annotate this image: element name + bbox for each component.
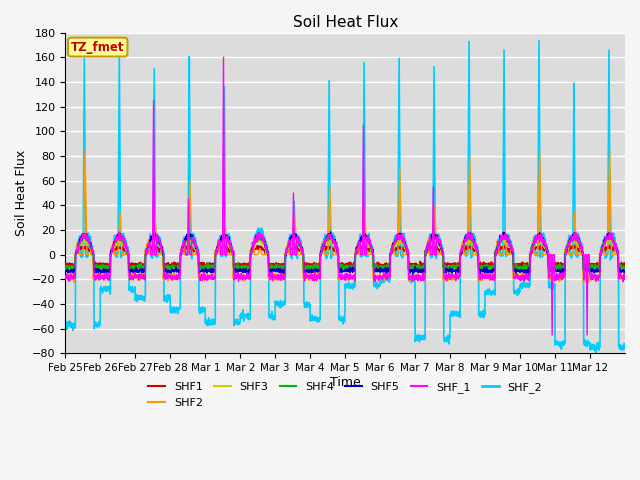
SHF5	[327, 229, 335, 235]
SHF3	[514, 265, 522, 271]
SHF_1	[545, 273, 553, 278]
SHF5	[243, 272, 251, 278]
SHF_1	[621, 272, 628, 278]
SHF_2	[535, 37, 543, 43]
SHF3	[512, 271, 520, 276]
SHF5	[613, 250, 621, 256]
Line: SHF4: SHF4	[65, 234, 625, 271]
SHF2	[81, 147, 89, 153]
Line: SHF2: SHF2	[65, 150, 625, 284]
SHF1	[61, 260, 69, 266]
SHF2	[61, 275, 69, 281]
SHF4	[117, 236, 125, 241]
SHF_1	[514, 272, 522, 278]
Line: SHF_2: SHF_2	[65, 40, 625, 353]
SHF4	[581, 268, 589, 274]
SHF_2	[613, 247, 621, 253]
SHF2	[514, 275, 522, 281]
Text: TZ_fmet: TZ_fmet	[71, 41, 125, 54]
SHF3	[613, 250, 621, 255]
SHF4	[379, 264, 387, 270]
SHF_2	[621, 344, 628, 350]
SHF_1	[613, 247, 621, 253]
SHF2	[118, 241, 125, 247]
SHF4	[238, 264, 246, 270]
Y-axis label: Soil Heat Flux: Soil Heat Flux	[15, 150, 28, 236]
SHF2	[621, 273, 628, 278]
SHF2	[379, 277, 387, 283]
Line: SHF1: SHF1	[65, 245, 625, 268]
SHF4	[545, 264, 553, 270]
SHF_1	[379, 275, 387, 280]
SHF1	[545, 259, 553, 265]
SHF3	[61, 264, 69, 270]
Title: Soil Heat Flux: Soil Heat Flux	[292, 15, 398, 30]
SHF_2	[592, 350, 600, 356]
SHF3	[621, 268, 628, 274]
SHF3	[379, 265, 387, 271]
Line: SHF3: SHF3	[65, 235, 625, 274]
SHF1	[379, 263, 387, 269]
Legend: SHF1, SHF2, SHF3, SHF4, SHF5, SHF_1, SHF_2: SHF1, SHF2, SHF3, SHF4, SHF5, SHF_1, SHF…	[144, 378, 547, 412]
SHF2	[580, 281, 588, 287]
SHF_1	[117, 232, 125, 238]
SHF3	[396, 232, 403, 238]
SHF_1	[220, 54, 227, 60]
SHF1	[117, 246, 125, 252]
SHF4	[61, 264, 69, 269]
SHF_2	[61, 324, 69, 330]
SHF_1	[238, 275, 246, 281]
SHF1	[621, 260, 628, 266]
Line: SHF_1: SHF_1	[65, 57, 625, 335]
SHF3	[117, 238, 125, 243]
SHF_2	[117, 255, 125, 261]
SHF2	[613, 246, 621, 252]
SHF1	[238, 262, 246, 268]
SHF4	[514, 266, 522, 272]
SHF_2	[513, 291, 521, 297]
Line: SHF5: SHF5	[65, 232, 625, 275]
SHF3	[546, 266, 554, 272]
SHF_2	[545, 284, 553, 289]
SHF5	[621, 268, 628, 274]
SHF5	[546, 268, 554, 274]
SHF5	[380, 267, 387, 273]
SHF2	[238, 276, 246, 281]
SHF1	[451, 265, 458, 271]
SHF_1	[61, 273, 69, 279]
SHF5	[117, 233, 125, 239]
SHF2	[545, 273, 553, 279]
SHF4	[431, 231, 438, 237]
SHF3	[238, 266, 246, 272]
SHF1	[571, 242, 579, 248]
SHF_2	[238, 312, 246, 318]
SHF5	[238, 266, 246, 272]
SHF5	[61, 268, 69, 274]
SHF_2	[379, 275, 387, 280]
SHF5	[514, 267, 522, 273]
SHF4	[621, 266, 628, 272]
SHF1	[613, 250, 621, 255]
SHF_1	[548, 332, 556, 338]
X-axis label: Time: Time	[330, 376, 360, 389]
SHF4	[613, 248, 621, 254]
SHF1	[514, 262, 522, 267]
